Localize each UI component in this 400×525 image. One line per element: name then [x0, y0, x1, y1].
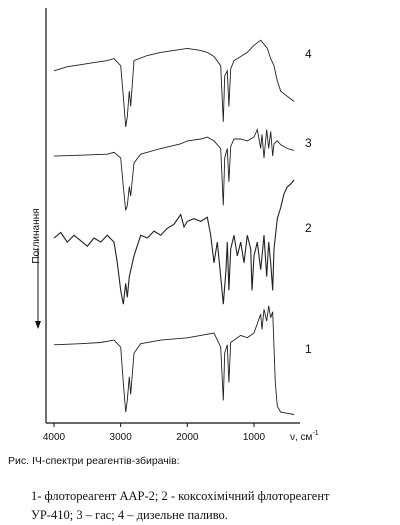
x-tick-label: 1000 — [243, 432, 266, 443]
y-axis-label: Поглинання — [31, 208, 42, 263]
spectrum-line-4 — [53, 39, 295, 127]
caption-line-2: УР-410; 3 – гас; 4 – дизельне паливо. — [31, 508, 228, 522]
x-axis-label: ν, см-1 — [290, 430, 319, 443]
figure-caption: Рис. ІЧ-спектри реагентів-збирачів: — [8, 455, 392, 467]
curve-labels: 1 2 3 4 — [305, 47, 312, 356]
x-tick-label: 2000 — [176, 432, 199, 443]
curve-label-3: 3 — [305, 136, 312, 150]
curve-label-1: 1 — [305, 342, 312, 356]
spectrum-line-1 — [53, 305, 295, 415]
ir-spectra-chart: Поглинання 4000 3000 2000 1000 ν, см-1 1 2 3 4 — [31, 8, 319, 443]
caption-line-1: 1- флотореагент ААР-2; 2 - коксохімічний… — [31, 489, 330, 503]
caption-title: Рис. ІЧ-спектри реагентів-збирачів: — [8, 455, 180, 467]
x-tick-label: 3000 — [110, 432, 133, 443]
spectrum-line-2 — [53, 179, 295, 305]
x-axis: 4000 3000 2000 1000 ν, см-1 — [43, 422, 319, 443]
curve-label-2: 2 — [305, 221, 312, 235]
x-ticks: 4000 3000 2000 1000 — [43, 423, 266, 443]
y-axis-arrow-head — [35, 321, 41, 329]
x-axis-label-text: ν, см — [290, 432, 313, 443]
spectra-curves — [53, 39, 295, 415]
spectrum-line-3 — [53, 127, 295, 211]
y-axis: Поглинання — [31, 8, 47, 423]
x-axis-label-exponent: -1 — [312, 430, 318, 437]
curve-label-4: 4 — [305, 47, 312, 61]
x-tick-label: 4000 — [43, 432, 66, 443]
caption-legend: 1- флотореагент ААР-2; 2 - коксохімічний… — [31, 487, 391, 525]
